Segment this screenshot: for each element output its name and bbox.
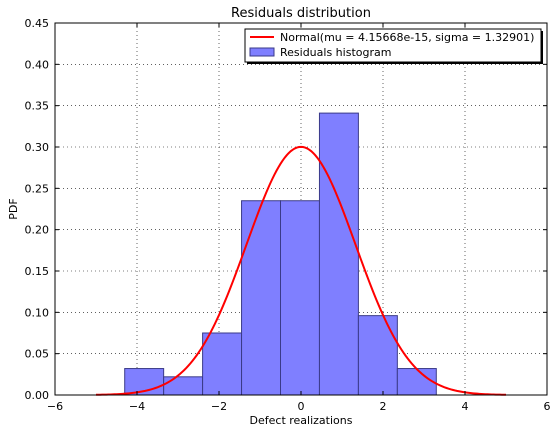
- x-tick-label: −4: [129, 400, 145, 413]
- y-tick-label: 0.30: [25, 141, 50, 154]
- histogram-bar: [357, 315, 398, 396]
- x-tick-label: 2: [380, 400, 387, 413]
- x-tick-labels: −6 −4 −2 0 2 4 6: [47, 400, 551, 413]
- normal-curve-line: [95, 145, 507, 396]
- y-axis-label: PDF: [7, 198, 20, 219]
- histogram-bar: [163, 376, 204, 396]
- legend-box: [244, 28, 542, 63]
- y-tick-label: 0.05: [25, 348, 50, 361]
- histogram-bar: [396, 368, 437, 396]
- y-tick-label: 0.40: [25, 58, 50, 71]
- y-tick-label: 0.35: [25, 100, 50, 113]
- x-tick-label: −2: [211, 400, 227, 413]
- x-tick-label: 4: [462, 400, 469, 413]
- y-tick-label: 0.00: [25, 389, 50, 402]
- legend-normal-label: Normal(mu = 4.15668e-15, sigma = 1.32901…: [280, 31, 534, 44]
- y-tick-label: 0.10: [25, 306, 50, 319]
- histogram-bar: [241, 200, 282, 396]
- chart-title: Residuals distribution: [231, 6, 371, 21]
- x-axis-label: Defect realizations: [250, 414, 353, 427]
- y-tick-labels: 0.00 0.05 0.10 0.15 0.20 0.25 0.30 0.35 0.40 0.45: [25, 17, 50, 402]
- legend-histogram-swatch: [249, 47, 275, 57]
- y-tick-label: 0.15: [25, 265, 50, 278]
- x-tick-label: 0: [298, 400, 305, 413]
- y-tick-label: 0.45: [25, 17, 50, 30]
- histogram-bars: [124, 112, 437, 396]
- histogram-bar: [280, 200, 320, 396]
- x-tick-label: −6: [47, 400, 63, 413]
- axis-ticks: [54, 22, 548, 396]
- y-tick-label: 0.20: [25, 224, 50, 237]
- legend-histogram-label: Residuals histogram: [280, 46, 391, 59]
- y-tick-label: 0.25: [25, 182, 50, 195]
- legend: Normal(mu = 4.15668e-15, sigma = 1.32901…: [244, 28, 543, 64]
- histogram-bar: [202, 332, 243, 396]
- histogram-bar: [318, 112, 359, 396]
- x-tick-label: 6: [544, 400, 551, 413]
